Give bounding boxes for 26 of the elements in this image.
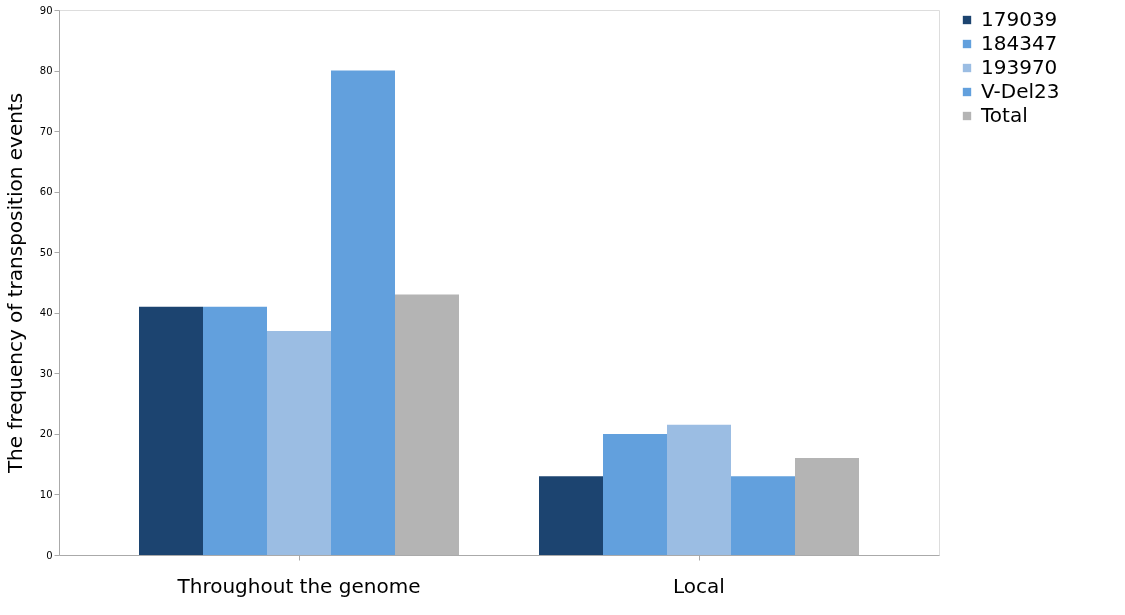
y-tick-label: 40 [39, 307, 53, 319]
bar [267, 330, 331, 555]
legend-label: 193970 [981, 55, 1058, 79]
bar [603, 433, 667, 555]
bar [539, 476, 603, 555]
x-tick-label: Throughout the genome [176, 573, 421, 598]
bar [731, 476, 795, 555]
x-tick-label: Local [673, 573, 725, 598]
bar [203, 306, 267, 555]
y-tick-label: 10 [39, 488, 53, 500]
y-tick-label: 30 [39, 367, 53, 379]
y-tick-label: 90 [39, 4, 53, 16]
legend-label: 179039 [981, 7, 1058, 31]
legend-label: Total [980, 103, 1028, 127]
y-tick-label: 0 [46, 549, 53, 561]
legend-label: 184347 [981, 31, 1058, 55]
y-tick-label: 80 [39, 65, 53, 77]
bar [139, 306, 203, 555]
y-tick-label: 20 [39, 428, 53, 440]
legend-label: V-Del23 [981, 79, 1060, 103]
y-tick-label: 70 [39, 125, 53, 137]
bar [331, 70, 395, 555]
bar [667, 424, 731, 555]
y-axis-title: The frequency of transposition events [2, 92, 27, 475]
y-tick-label: 50 [39, 246, 53, 258]
y-tick-label: 60 [39, 186, 53, 198]
